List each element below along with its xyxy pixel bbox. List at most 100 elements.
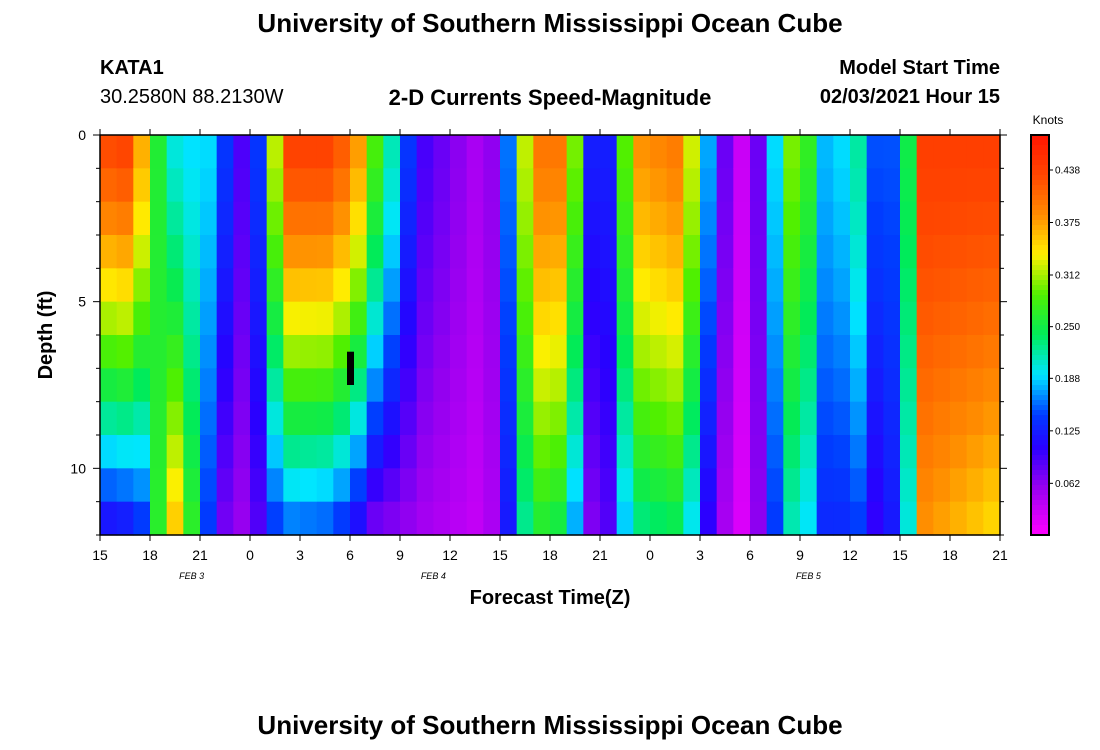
- heatmap-cell: [150, 435, 168, 469]
- heatmap-cell: [383, 368, 401, 403]
- heatmap-cell: [550, 301, 568, 336]
- heatmap-cell: [683, 468, 701, 503]
- heatmap-cell: [983, 201, 1001, 236]
- heatmap-cell: [166, 368, 184, 403]
- heatmap-cell: [533, 168, 551, 203]
- heatmap-cell: [983, 435, 1001, 469]
- heatmap-cell: [766, 135, 784, 169]
- chart-title: 2-D Currents Speed-Magnitude: [388, 85, 712, 110]
- heatmap-cell: [100, 501, 118, 536]
- colorbar-frame: [1030, 134, 1050, 536]
- heatmap-cell: [333, 368, 351, 403]
- colorbar-tick-label: 0.188: [1055, 374, 1080, 385]
- colorbar-segment: [1031, 385, 1049, 391]
- heatmap-cell: [633, 335, 651, 369]
- heatmap-cell: [400, 435, 418, 469]
- heatmap-cell: [783, 368, 801, 403]
- heatmap-cell: [250, 468, 268, 503]
- heatmap-cell: [700, 301, 718, 336]
- heatmap-cell: [200, 368, 218, 403]
- heatmap-cell: [733, 335, 751, 369]
- heatmap-cell: [316, 368, 334, 403]
- heatmap-cell: [500, 368, 518, 403]
- heatmap-cell: [616, 201, 634, 236]
- heatmap-cell: [366, 301, 384, 336]
- heatmap-cell: [133, 268, 151, 303]
- heatmap-cell: [283, 168, 301, 203]
- heatmap-cell: [800, 268, 818, 303]
- heatmap-cell: [883, 268, 901, 303]
- colorbar-segment: [1031, 460, 1049, 466]
- heatmap-cell: [400, 168, 418, 203]
- colorbar-segment: [1031, 500, 1049, 506]
- heatmap-cell: [600, 168, 618, 203]
- heatmap-cell: [250, 435, 268, 469]
- heatmap-cell: [433, 201, 451, 236]
- colorbar-segment: [1031, 370, 1049, 376]
- heatmap-cell: [183, 201, 201, 236]
- heatmap-cell: [950, 468, 968, 503]
- heatmap-cell: [250, 501, 268, 536]
- heatmap-cell: [233, 401, 251, 436]
- heatmap-cell: [933, 168, 951, 203]
- heatmap-cell: [966, 301, 984, 336]
- heatmap-cell: [383, 435, 401, 469]
- heatmap-cell: [700, 401, 718, 436]
- heatmap-cell: [866, 468, 884, 503]
- heatmap-cell: [183, 401, 201, 436]
- heatmap-cell: [433, 368, 451, 403]
- heatmap-cell: [600, 301, 618, 336]
- heatmap-cell: [866, 268, 884, 303]
- heatmap-cell: [150, 268, 168, 303]
- heatmap-cell: [850, 435, 868, 469]
- heatmap-cell: [783, 168, 801, 203]
- heatmap-cell: [583, 268, 601, 303]
- heatmap-cell: [883, 335, 901, 369]
- heatmap-cell: [833, 435, 851, 469]
- colorbar-segment: [1031, 510, 1049, 516]
- heatmap-cell: [216, 135, 234, 169]
- heatmap-cell: [883, 235, 901, 269]
- heatmap-cell: [850, 235, 868, 269]
- colorbar-segment: [1031, 295, 1049, 301]
- heatmap-cell: [683, 501, 701, 536]
- heatmap-cell: [616, 501, 634, 536]
- heatmap-cell: [666, 268, 684, 303]
- heatmap-cell: [533, 335, 551, 369]
- heatmap-cell: [166, 301, 184, 336]
- heatmap-cell: [333, 401, 351, 436]
- heatmap-cell: [183, 335, 201, 369]
- colorbar-segment: [1031, 470, 1049, 476]
- heatmap-cell: [600, 468, 618, 503]
- heatmap-cell: [583, 301, 601, 336]
- colorbar-segment: [1031, 135, 1049, 141]
- heatmap-cell: [966, 501, 984, 536]
- heatmap-cell: [233, 368, 251, 403]
- heatmap-cell: [933, 301, 951, 336]
- heatmap-cell: [916, 301, 934, 336]
- heatmap-cell: [283, 135, 301, 169]
- heatmap-cell: [116, 468, 134, 503]
- heatmap-cell: [683, 401, 701, 436]
- heatmap-cell: [600, 268, 618, 303]
- heatmap-cell: [633, 235, 651, 269]
- heatmap-cell: [150, 135, 168, 169]
- heatmap-cell: [433, 401, 451, 436]
- colorbar-segment: [1031, 430, 1049, 436]
- heatmap-cell: [916, 501, 934, 536]
- heatmap-cell: [966, 335, 984, 369]
- heatmap-cell: [883, 201, 901, 236]
- heatmap-cell: [133, 368, 151, 403]
- heatmap-cell: [666, 335, 684, 369]
- heatmap-cell: [583, 435, 601, 469]
- heatmap-cell: [200, 468, 218, 503]
- colorbar-segment: [1031, 140, 1049, 146]
- heatmap-cell: [316, 135, 334, 169]
- heatmap-cell: [883, 468, 901, 503]
- heatmap-cell: [316, 168, 334, 203]
- heatmap-cell: [266, 268, 284, 303]
- heatmap-cell: [333, 268, 351, 303]
- heatmap-cell: [500, 501, 518, 536]
- heatmap-cell: [650, 368, 668, 403]
